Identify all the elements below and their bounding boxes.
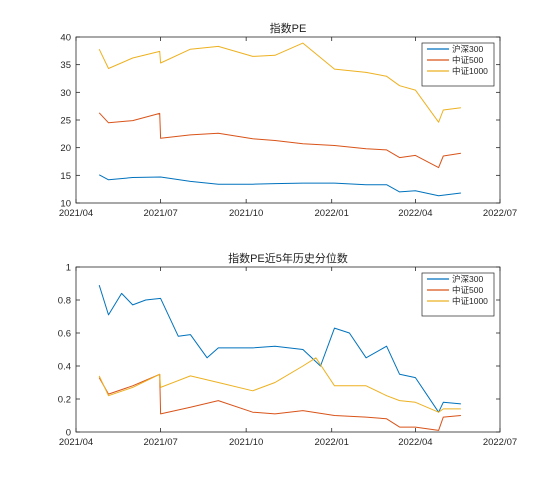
x-tick-label: 2022/01	[315, 437, 349, 448]
y-tick-label: 0.8	[58, 296, 71, 307]
series-line-1	[98, 284, 461, 413]
legend-entry: 中证500	[452, 285, 483, 295]
y-tick-label: 10	[60, 199, 71, 210]
y-tick-label: 35	[60, 60, 71, 71]
x-tick-label: 2022/04	[398, 208, 432, 219]
x-tick-label: 2022/07	[483, 437, 517, 448]
y-tick-label: 30	[60, 88, 71, 99]
x-tick-label: 2021/07	[143, 437, 177, 448]
chart-title: 指数PE近5年历史分位数	[228, 251, 348, 265]
y-tick-label: 0.4	[58, 362, 71, 373]
chart-1: 指数PE 10 15 20 25 30 35 40 2021/04 2021/07 2021/10 2…	[59, 21, 517, 219]
y-tick-label: 0	[66, 428, 71, 439]
y-tick-label: 25	[60, 116, 71, 127]
y-tick-label: 0.6	[58, 329, 71, 340]
legend-entry: 中证1000	[452, 66, 488, 76]
x-tick-label: 2022/04	[398, 437, 432, 448]
series-line-3	[98, 357, 461, 413]
legend-box	[421, 42, 495, 87]
y-tick-label: 40	[60, 33, 71, 44]
series-line-1	[98, 174, 461, 197]
x-tick-label: 2021/10	[229, 437, 263, 448]
y-tick-label: 20	[60, 143, 71, 154]
x-tick-label: 2022/01	[315, 208, 349, 219]
legend-box	[421, 272, 495, 317]
plot-area-frame	[75, 266, 501, 433]
x-tick-label: 2021/04	[59, 437, 93, 448]
x-tick-label: 2021/07	[143, 208, 177, 219]
y-tick-label: 0.2	[58, 395, 71, 406]
series-line-2	[98, 112, 461, 169]
x-tick-label: 2021/10	[229, 208, 263, 219]
chart-2: 指数PE近5年历史分位数 0 0.2 0.4 0.6 0.8 1 2021/04 2021/07…	[58, 251, 517, 448]
chart-title: 指数PE	[270, 21, 307, 35]
series-line-3	[98, 42, 461, 123]
legend-entry: 中证1000	[452, 296, 488, 306]
legend-entry: 中证500	[452, 55, 483, 65]
y-tick-label: 1	[66, 263, 71, 274]
legend-entry: 沪深300	[452, 44, 483, 54]
series-line-2	[98, 373, 461, 431]
y-tick-label: 15	[60, 171, 71, 182]
x-tick-label: 2022/07	[483, 208, 517, 219]
legend-entry: 沪深300	[452, 274, 483, 284]
x-tick-label: 2021/04	[59, 208, 93, 219]
